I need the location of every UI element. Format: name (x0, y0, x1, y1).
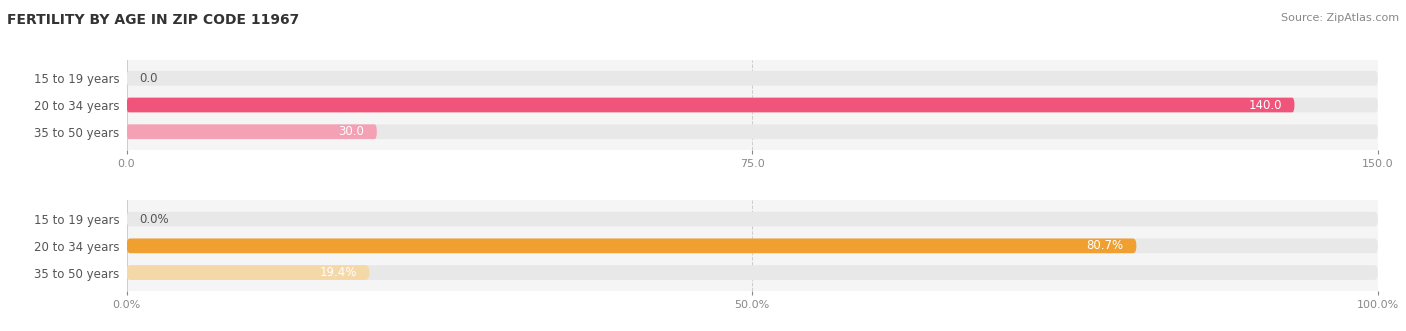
Text: 140.0: 140.0 (1249, 99, 1282, 112)
FancyBboxPatch shape (127, 265, 1378, 280)
Text: 80.7%: 80.7% (1087, 239, 1123, 252)
FancyBboxPatch shape (127, 71, 1378, 86)
FancyBboxPatch shape (127, 239, 1378, 253)
Text: 19.4%: 19.4% (319, 266, 357, 279)
Text: FERTILITY BY AGE IN ZIP CODE 11967: FERTILITY BY AGE IN ZIP CODE 11967 (7, 13, 299, 27)
FancyBboxPatch shape (127, 98, 1378, 112)
FancyBboxPatch shape (127, 265, 370, 280)
FancyBboxPatch shape (127, 124, 1378, 139)
Text: 0.0%: 0.0% (139, 213, 169, 226)
FancyBboxPatch shape (127, 212, 1378, 226)
FancyBboxPatch shape (127, 98, 1295, 112)
FancyBboxPatch shape (127, 239, 1136, 253)
Text: Source: ZipAtlas.com: Source: ZipAtlas.com (1281, 13, 1399, 23)
FancyBboxPatch shape (127, 124, 377, 139)
Text: 30.0: 30.0 (339, 125, 364, 138)
Text: 0.0: 0.0 (139, 72, 157, 85)
